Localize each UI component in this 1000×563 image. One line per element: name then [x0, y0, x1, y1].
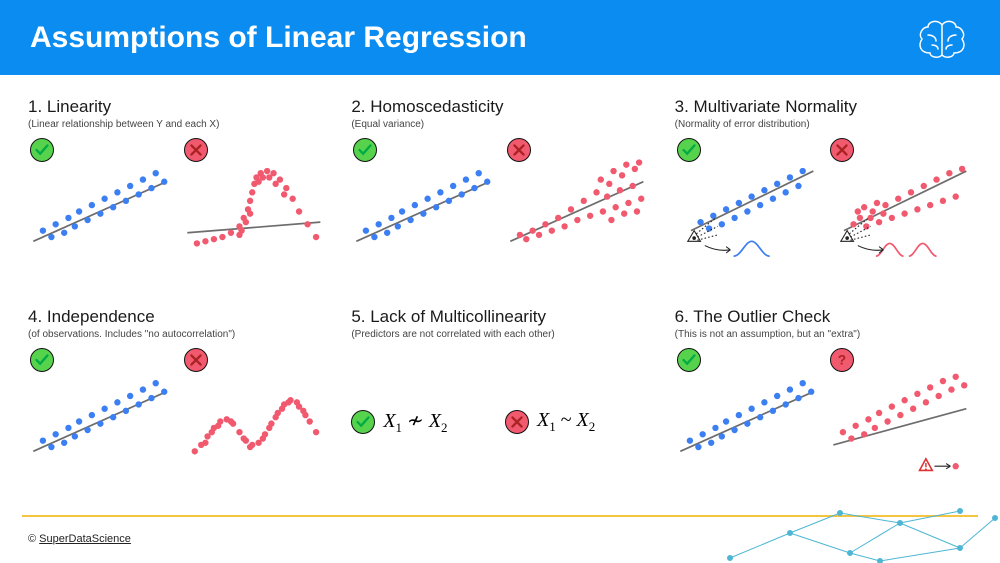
assumption-title: 4. Independence [28, 307, 325, 327]
assumption-subtitle: (Equal variance) [351, 119, 648, 130]
good-badge-icon [677, 348, 701, 372]
assumption-title: 5. Lack of Multicollinearity [351, 307, 648, 327]
bad-badge-icon [507, 138, 531, 162]
bad-example [505, 136, 649, 287]
copyright: © SuperDataScience [28, 533, 131, 545]
example-pair [351, 136, 648, 287]
assumption-homoscedasticity: 2. Homoscedasticity (Equal variance) [351, 97, 648, 287]
assumption-outlier: 6. The Outlier Check (This is not an ass… [675, 307, 972, 497]
formula-row: X1 ≁ X2 X1 ~ X2 [351, 346, 648, 497]
brain-icon [914, 15, 970, 61]
bad-badge-icon [184, 348, 208, 372]
assumption-multicollinearity: 5. Lack of Multicollinearity (Predictors… [351, 307, 648, 497]
good-badge-icon [30, 138, 54, 162]
good-badge-icon [353, 138, 377, 162]
header-bar: Assumptions of Linear Regression [0, 0, 1000, 75]
assumption-subtitle: (Normality of error distribution) [675, 119, 972, 130]
bad-example [182, 346, 326, 497]
assumption-linearity: 1. Linearity (Linear relationship betwee… [28, 97, 325, 287]
good-example [675, 346, 819, 497]
page-title: Assumptions of Linear Regression [30, 21, 527, 55]
good-example [351, 136, 495, 287]
copyright-symbol: © [28, 533, 36, 545]
example-pair [28, 346, 325, 497]
assumption-subtitle: (of observations. Includes "no autocorre… [28, 329, 325, 340]
example-pair: ? [675, 346, 972, 497]
assumptions-grid: 1. Linearity (Linear relationship betwee… [0, 75, 1000, 515]
svg-text:?: ? [838, 353, 846, 368]
assumption-subtitle: (This is not an assumption, but an "extr… [675, 329, 972, 340]
question-badge-icon: ? [830, 348, 854, 372]
good-badge-icon [351, 410, 375, 434]
good-example [28, 346, 172, 497]
example-pair [675, 136, 972, 287]
assumption-subtitle: (Predictors are not correlated with each… [351, 329, 648, 340]
assumption-normality: 3. Multivariate Normality (Normality of … [675, 97, 972, 287]
bad-example: X1 ~ X2 [505, 409, 649, 435]
example-pair [28, 136, 325, 287]
bad-badge-icon [830, 138, 854, 162]
assumption-title: 3. Multivariate Normality [675, 97, 972, 117]
formula: X1 ≁ X2 [383, 408, 447, 436]
formula: X1 ~ X2 [537, 409, 595, 435]
assumption-title: 1. Linearity [28, 97, 325, 117]
good-badge-icon [30, 348, 54, 372]
assumption-title: 6. The Outlier Check [675, 307, 972, 327]
bad-badge-icon [184, 138, 208, 162]
good-example [675, 136, 819, 287]
good-badge-icon [677, 138, 701, 162]
good-example [28, 136, 172, 287]
bad-example [182, 136, 326, 287]
assumption-independence: 4. Independence (of observations. Includ… [28, 307, 325, 497]
good-example: X1 ≁ X2 [351, 408, 495, 436]
bad-example: ? [828, 346, 972, 497]
bad-badge-icon [505, 410, 529, 434]
footer: © SuperDataScience [0, 515, 1000, 563]
bad-example [828, 136, 972, 287]
network-decoration [700, 503, 1000, 563]
assumption-title: 2. Homoscedasticity [351, 97, 648, 117]
assumption-subtitle: (Linear relationship between Y and each … [28, 119, 325, 130]
source-link[interactable]: SuperDataScience [39, 533, 131, 545]
